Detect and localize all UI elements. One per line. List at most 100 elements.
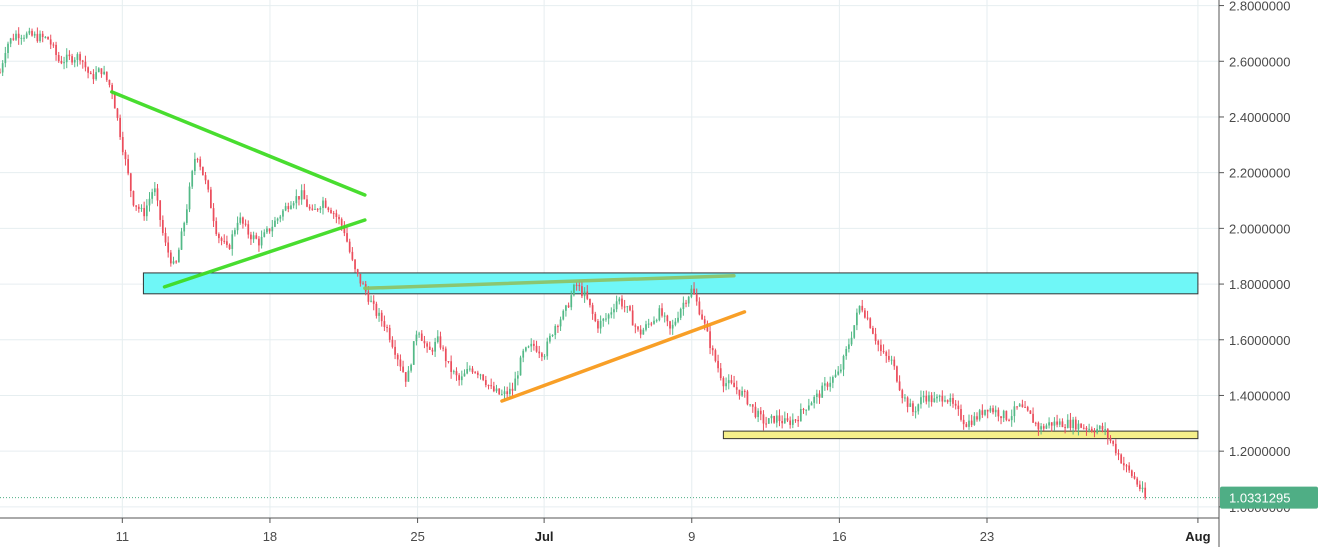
candle-up (33, 33, 36, 36)
candle-up (239, 217, 242, 223)
candle-down (92, 74, 95, 80)
candle-up (562, 310, 565, 320)
candle-down (888, 355, 890, 360)
candle-up (517, 375, 519, 379)
y-tick-label: 2.6000000 (1229, 54, 1290, 69)
candle-up (1010, 416, 1013, 421)
x-tick-label: Aug (1185, 529, 1210, 544)
candle-down (535, 345, 538, 352)
candle-down (981, 410, 984, 415)
candle-down (722, 378, 725, 387)
candle-down (340, 219, 343, 226)
candle-down (1117, 453, 1120, 455)
y-axis-ticks[interactable]: 2.8000000 2.6000000 2.4000000 2.2000000 2.00… (1219, 0, 1290, 515)
candle-up (140, 207, 143, 209)
candle-up (145, 205, 148, 217)
candle-down (1034, 422, 1037, 424)
candle-down (383, 321, 386, 328)
candle-down (901, 390, 904, 399)
candle-up (314, 208, 316, 210)
candle-down (423, 340, 426, 344)
candle-down (735, 387, 738, 390)
candle-down (311, 208, 314, 210)
candle-up (415, 334, 418, 342)
resistance-trendline (363, 273, 736, 290)
candle-down (1032, 413, 1034, 423)
chart-axes (0, 0, 1220, 547)
candle-up (530, 343, 533, 347)
candle-up (570, 295, 573, 308)
candle-down (621, 298, 623, 307)
candle-down (143, 207, 146, 217)
candle-up (436, 336, 439, 342)
candle-up (1066, 419, 1069, 428)
candle-down (778, 415, 781, 421)
candle-down (57, 54, 60, 62)
candle-down (591, 305, 594, 314)
candle-down (298, 196, 300, 200)
candle-up (856, 312, 858, 326)
candle-down (874, 333, 877, 341)
candle-down (581, 286, 583, 297)
candle-down (159, 200, 162, 220)
candle-up (655, 320, 658, 322)
y-tick-label: 2.0000000 (1229, 221, 1290, 236)
candle-up (28, 30, 31, 34)
candle-down (476, 372, 479, 375)
candle-up (194, 158, 196, 172)
candle-up (938, 395, 941, 397)
candle-down (912, 403, 914, 412)
candle-down (506, 391, 509, 395)
candle-up (543, 356, 546, 358)
candle-down (89, 72, 92, 75)
candle-up (909, 403, 912, 407)
candle-up (821, 385, 824, 398)
x-axis-ticks[interactable]: 11 18 25 Jul 9 16 23 Aug (116, 518, 1211, 544)
candle-up (725, 383, 727, 387)
candle-down (226, 241, 228, 245)
candle-up (618, 298, 621, 302)
candle-up (653, 320, 655, 324)
candle-up (153, 188, 156, 193)
candle-up (1096, 428, 1099, 433)
candle-down (458, 375, 461, 381)
candle-up (1072, 419, 1074, 428)
candle-down (1064, 427, 1066, 429)
candle-down (167, 242, 170, 253)
candle-down (634, 325, 637, 327)
candle-down (717, 360, 719, 369)
candle-up (1002, 410, 1005, 419)
y-tick-label: 1.8000000 (1229, 277, 1290, 292)
candle-down (343, 225, 346, 234)
candle-down (116, 108, 119, 118)
candle-down (135, 205, 138, 207)
candle-down (169, 252, 172, 264)
candle-up (840, 369, 842, 372)
candle-up (791, 419, 794, 425)
candle-up (76, 54, 79, 60)
candle-up (944, 400, 946, 402)
candle-down (1130, 470, 1133, 477)
candle-up (842, 356, 845, 370)
candle-up (271, 226, 274, 232)
candle-down (669, 321, 671, 329)
x-tick-label: Jul (535, 529, 554, 544)
candle-down (589, 298, 591, 306)
candle-up (647, 323, 650, 325)
candle-down (426, 343, 428, 347)
candle-down (60, 61, 63, 64)
candle-up (920, 397, 922, 405)
candle-down (762, 414, 765, 424)
candle-up (610, 312, 613, 315)
candle-down (348, 241, 351, 252)
candle-down (629, 306, 631, 311)
candle-up (845, 348, 848, 357)
candle-up (295, 196, 298, 204)
candle-down (490, 385, 493, 387)
candle-down (1144, 487, 1147, 498)
candle-down (738, 389, 741, 396)
candle-up (23, 37, 25, 39)
candle-down (970, 420, 973, 425)
candle-up (805, 409, 808, 411)
